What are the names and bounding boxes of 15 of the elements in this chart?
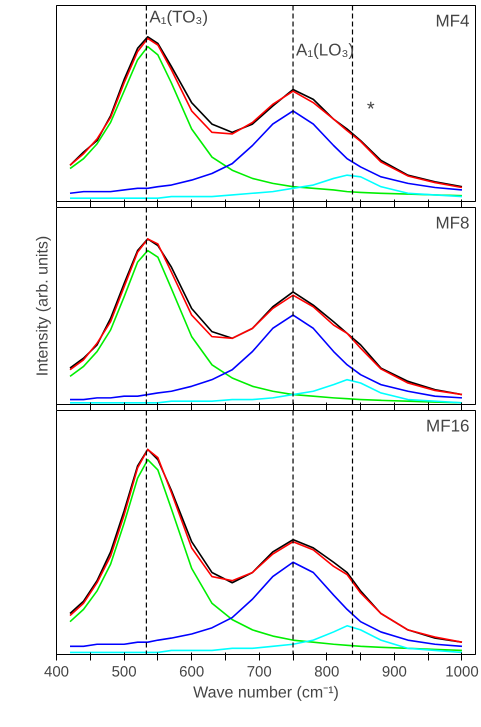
x-tick-label: 600 [179,664,204,680]
x-tick-label: 900 [382,664,407,680]
chart-title: MF4 [436,12,470,30]
chart-title: MF8 [436,214,470,232]
x-tick-label: 700 [246,664,272,680]
y-axis-title: Intensity (arb. units) [34,236,52,376]
chart-title: MF16 [426,416,470,436]
x-tick-label: 1000 [445,664,479,680]
x-axis-title: Wave number (cm⁻¹) [193,684,339,702]
annotation: A₁(LO₃) [296,40,354,60]
x-tick-label: 500 [112,664,137,680]
x-tick-label: 400 [44,664,70,680]
x-tick-label: 800 [314,664,340,680]
annotation: * [366,98,375,120]
annotation: A₁(TO₃) [149,8,208,27]
